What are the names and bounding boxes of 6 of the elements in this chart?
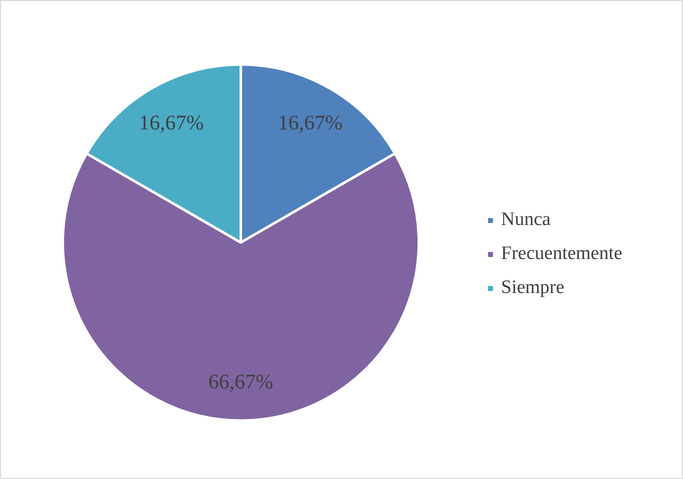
legend-label: Siempre	[501, 277, 564, 299]
data-label: 66,67%	[208, 369, 274, 394]
data-label: 16,67%	[278, 110, 343, 134]
legend-label: Frecuentemente	[501, 243, 622, 265]
legend-label: Nunca	[501, 209, 551, 231]
data-label: 16,67%	[139, 110, 204, 134]
